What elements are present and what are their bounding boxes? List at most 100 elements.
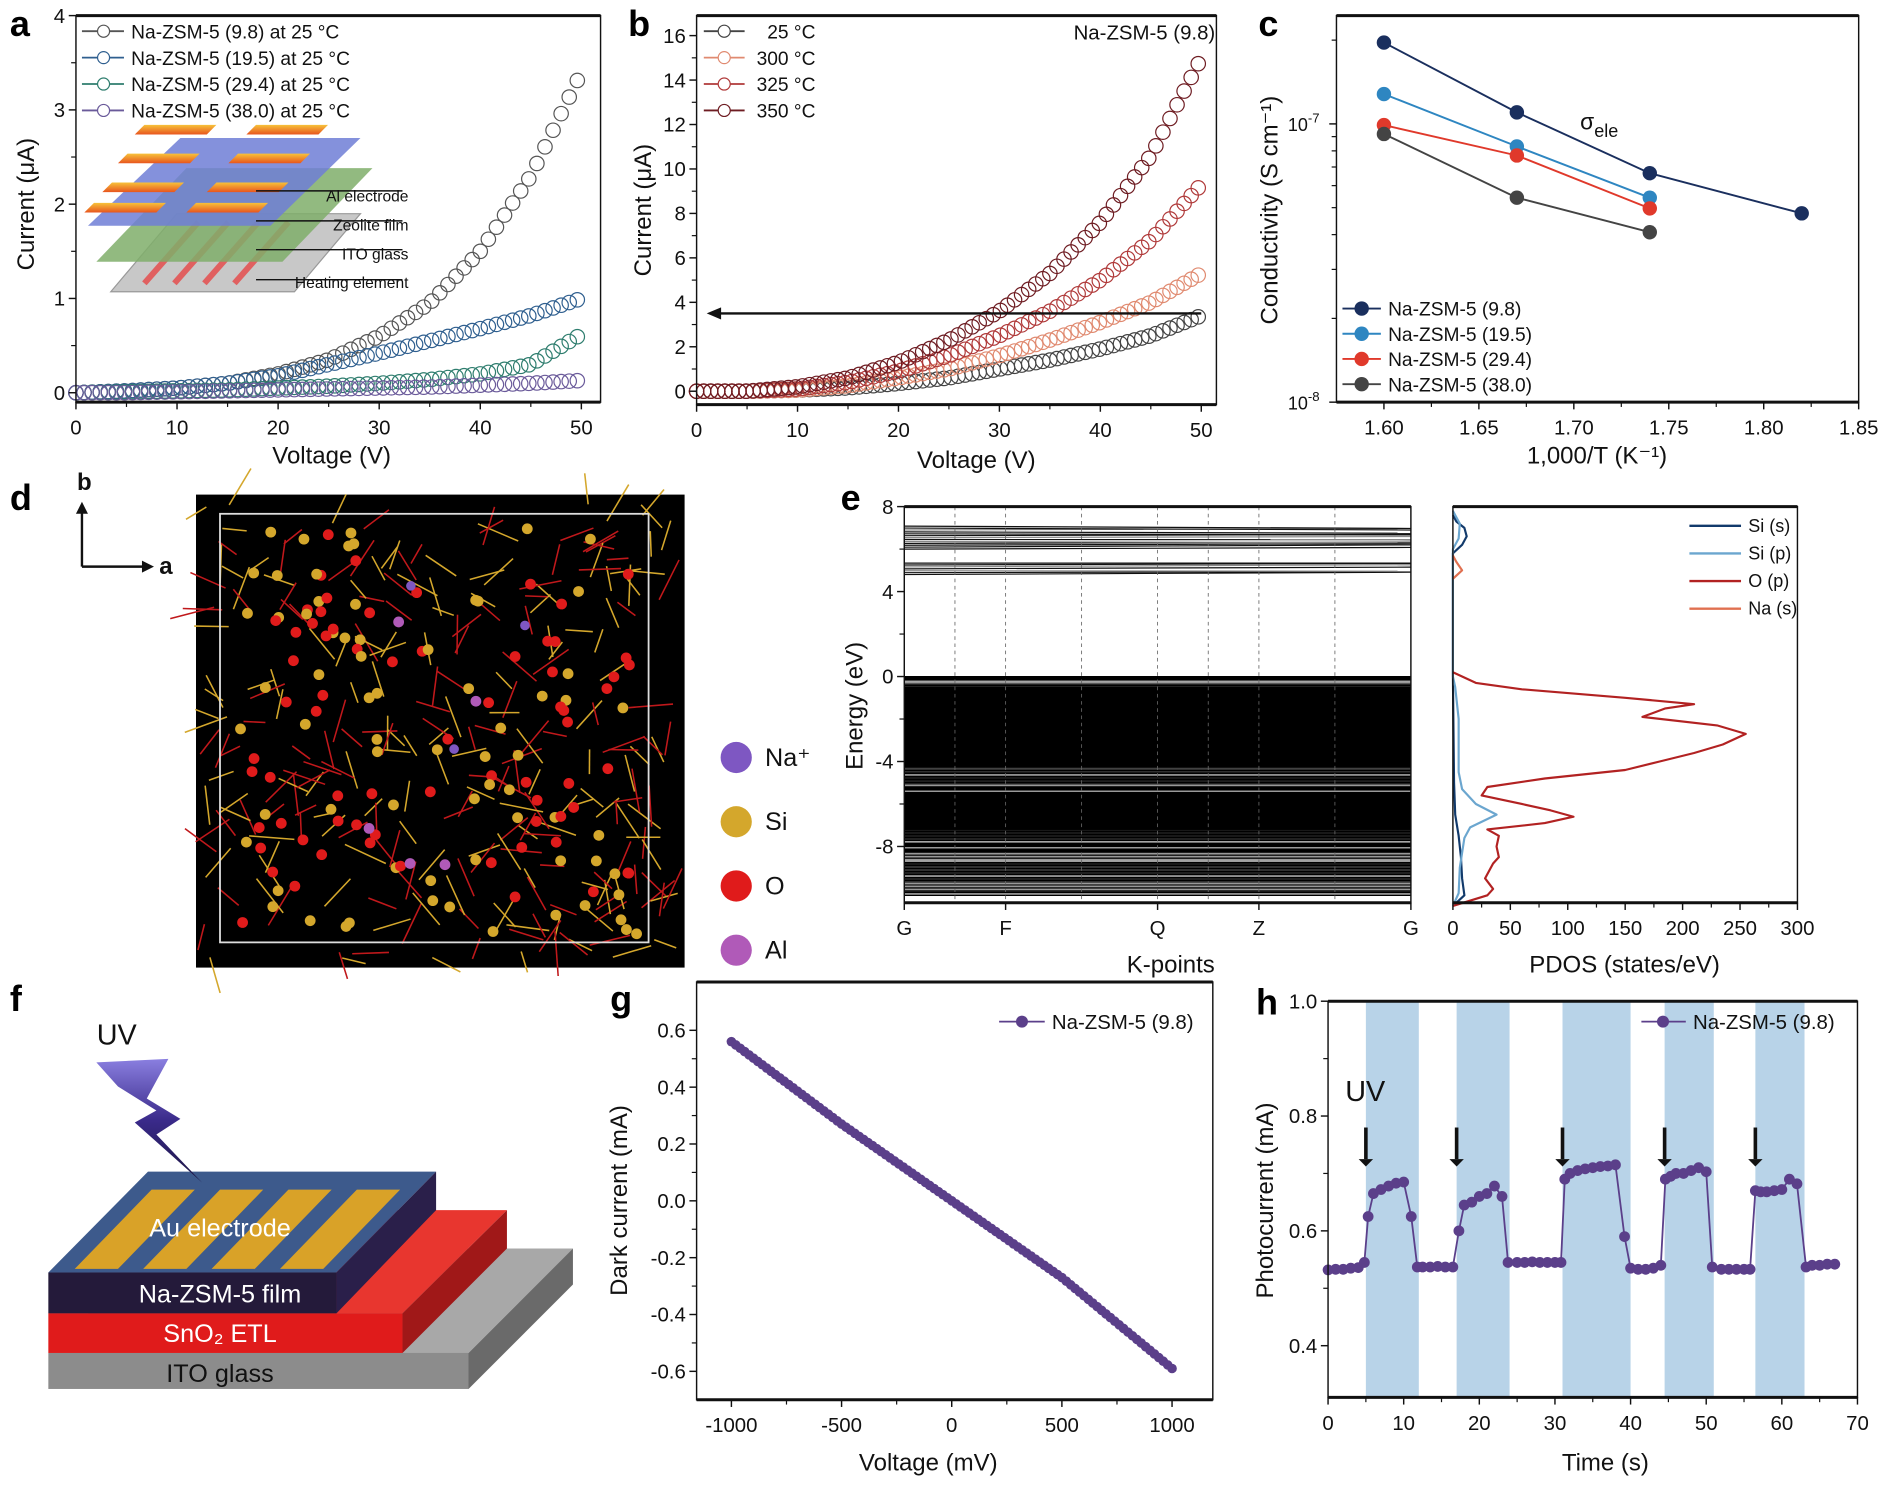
bond: [342, 957, 366, 965]
data-point: [1555, 1257, 1567, 1268]
atom: [298, 533, 310, 545]
atom: [290, 626, 302, 638]
bond: [432, 606, 455, 617]
au-electrode-finger: [280, 1189, 401, 1269]
data-marker: [197, 377, 214, 394]
atom: [509, 651, 521, 662]
bond: [205, 847, 232, 878]
data-marker: [943, 347, 959, 363]
al-electrode-pad: [186, 202, 269, 213]
zsm5-framework-picture: [170, 468, 683, 994]
bond: [524, 605, 533, 635]
x-tick-label: 50: [1499, 918, 1522, 940]
y-tick-label: -0.2: [651, 1248, 686, 1270]
y-tick-label: -0.4: [651, 1305, 686, 1327]
data-marker: [351, 380, 367, 397]
data-marker: [359, 380, 375, 397]
atom: [568, 802, 580, 813]
atom: [350, 598, 361, 610]
bond: [549, 903, 577, 916]
y-tick-label: 2: [54, 194, 65, 216]
data-marker: [851, 366, 867, 383]
bond: [502, 651, 538, 682]
atom: [270, 615, 282, 627]
bond: [593, 871, 613, 890]
bond: [323, 878, 352, 907]
x-tick-label: 50: [1695, 1413, 1718, 1435]
data-marker: [999, 345, 1016, 361]
atom: [371, 734, 383, 745]
atom: [555, 855, 567, 867]
bond: [580, 787, 604, 808]
y-axis-label: Current (μA): [630, 144, 657, 277]
legend-marker: [1354, 301, 1369, 316]
data-marker: [488, 376, 505, 393]
na-atom: [406, 581, 416, 591]
legend-label: Na (s): [1748, 599, 1797, 619]
data-point: [1619, 1231, 1630, 1243]
atom: [350, 555, 362, 567]
atom: [542, 635, 554, 647]
data-marker: [545, 300, 561, 316]
inset-label: Al electrode: [326, 189, 408, 206]
bond: [264, 840, 280, 873]
bond: [255, 878, 284, 914]
bond: [523, 868, 536, 889]
data-marker: [496, 207, 513, 223]
data-marker: [367, 346, 383, 362]
bond: [616, 601, 636, 617]
x-axis-label: Time (s): [1562, 1450, 1649, 1477]
data-marker: [964, 338, 980, 355]
atom: [431, 744, 443, 756]
data-marker: [1098, 339, 1115, 356]
bond: [642, 735, 664, 756]
bond: [305, 771, 325, 797]
data-marker: [561, 294, 578, 311]
bond: [412, 892, 441, 926]
legend-label: Si (s): [1748, 516, 1790, 536]
data-point: [1791, 1178, 1803, 1190]
atom: [484, 779, 496, 790]
atom: [301, 608, 312, 620]
bond: [660, 520, 672, 551]
data-marker: [1140, 295, 1157, 311]
data-marker: [1190, 55, 1207, 72]
atom: [622, 867, 634, 879]
atom: [442, 733, 454, 745]
pdos-curve-2: [1452, 671, 1747, 907]
data-point: [1821, 1258, 1833, 1270]
data-marker: [448, 368, 464, 385]
y-tick-label: 3: [54, 100, 65, 122]
bond: [466, 786, 495, 801]
atom: [364, 837, 376, 849]
data-marker: [858, 364, 874, 381]
data-marker: [1162, 320, 1178, 336]
inset-label: Zeolite film: [333, 217, 408, 234]
panel-letter-g: g: [610, 978, 632, 1019]
atom: [424, 786, 436, 798]
bond: [519, 579, 562, 590]
data-point: [1642, 190, 1657, 205]
data-marker: [399, 338, 416, 355]
data-marker: [512, 183, 529, 199]
inset-label: ITO glass: [342, 246, 409, 263]
sample-annotation: Na-ZSM-5 (9.8): [1074, 23, 1216, 45]
data-marker: [1148, 325, 1164, 342]
data-marker: [496, 314, 513, 331]
data-marker: [440, 369, 456, 386]
data-marker: [893, 353, 910, 369]
data-marker: [464, 251, 480, 268]
data-marker: [391, 379, 408, 396]
data-marker: [302, 381, 319, 398]
x-tick-label: 300: [1780, 918, 1814, 940]
data-point: [1829, 1258, 1841, 1270]
data-marker: [335, 345, 351, 361]
bond: [454, 625, 470, 654]
y-tick-label: 4: [674, 293, 685, 315]
x-tick-label: F: [999, 918, 1011, 940]
atom: [487, 926, 499, 937]
data-marker: [569, 72, 586, 89]
x-tick-label: 40: [1619, 1413, 1642, 1435]
y-tick-label: 1.0: [1289, 991, 1317, 1013]
bond: [554, 931, 559, 977]
